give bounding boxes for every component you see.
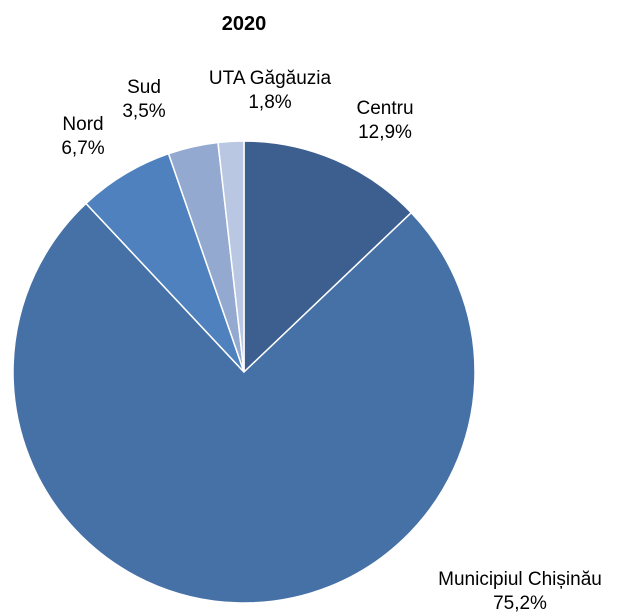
slice-label-name-4: Sud	[127, 77, 161, 98]
slice-label-value-1: 12,9%	[358, 122, 412, 143]
slice-label-name-2: Municipiul Chișinău	[438, 569, 602, 590]
pie-slice-5	[217, 140, 245, 373]
slice-label-value-3: 6,7%	[61, 138, 104, 159]
slice-label-value-4: 3,5%	[122, 101, 165, 122]
pie-labels: Centru 12,9% Municipiul Chișinău 75,2% Nord 6…	[61, 68, 602, 612]
slice-label-name-1: Centru	[356, 98, 413, 119]
slice-label-value-2: 75,2%	[493, 593, 547, 612]
slice-label-name-5: UTA Găgăuzia	[209, 68, 332, 89]
pie-slices	[12, 140, 476, 604]
chart-title: 2020	[222, 13, 267, 35]
slice-label-value-5: 1,8%	[248, 92, 291, 113]
slice-label-name-3: Nord	[62, 114, 103, 135]
pie-slice-1	[243, 140, 413, 374]
pie-slice-2	[12, 202, 476, 604]
